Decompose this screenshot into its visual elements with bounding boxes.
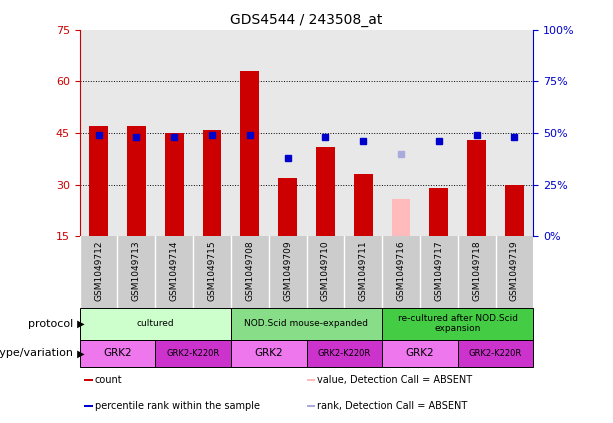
Bar xyxy=(231,308,382,340)
Text: GSM1049713: GSM1049713 xyxy=(132,240,141,301)
Bar xyxy=(278,178,297,236)
Text: GRK2-K220R: GRK2-K220R xyxy=(318,349,371,358)
Text: GSM1049717: GSM1049717 xyxy=(434,240,443,301)
Text: genotype/variation: genotype/variation xyxy=(0,349,74,358)
Text: rank, Detection Call = ABSENT: rank, Detection Call = ABSENT xyxy=(317,401,467,411)
Text: percentile rank within the sample: percentile rank within the sample xyxy=(94,401,259,411)
Text: GRK2-K220R: GRK2-K220R xyxy=(167,349,219,358)
Text: GRK2: GRK2 xyxy=(406,349,434,358)
Bar xyxy=(80,340,155,367)
Text: GSM1049708: GSM1049708 xyxy=(245,240,254,301)
Bar xyxy=(467,140,486,236)
Bar xyxy=(155,340,231,367)
Bar xyxy=(84,379,93,381)
Text: GSM1049718: GSM1049718 xyxy=(472,240,481,301)
Bar xyxy=(84,405,93,407)
Bar xyxy=(240,71,259,236)
Bar xyxy=(127,126,146,236)
Text: protocol: protocol xyxy=(28,319,74,329)
Bar xyxy=(382,340,458,367)
Bar xyxy=(392,198,411,236)
Bar xyxy=(202,129,221,236)
Text: GSM1049714: GSM1049714 xyxy=(170,240,179,300)
Title: GDS4544 / 243508_at: GDS4544 / 243508_at xyxy=(230,13,383,27)
Text: GSM1049712: GSM1049712 xyxy=(94,240,103,300)
Bar xyxy=(89,126,108,236)
Text: GSM1049715: GSM1049715 xyxy=(207,240,216,301)
Text: re-cultured after NOD.Scid
expansion: re-cultured after NOD.Scid expansion xyxy=(398,314,518,333)
Text: GSM1049711: GSM1049711 xyxy=(359,240,368,301)
Bar xyxy=(80,308,231,340)
Text: GSM1049716: GSM1049716 xyxy=(397,240,406,301)
Text: NOD.Scid mouse-expanded: NOD.Scid mouse-expanded xyxy=(245,319,368,328)
Bar xyxy=(429,188,448,236)
Bar xyxy=(316,147,335,236)
Bar xyxy=(382,308,533,340)
Bar xyxy=(505,185,524,236)
Text: GSM1049719: GSM1049719 xyxy=(510,240,519,301)
Bar xyxy=(306,405,315,407)
Bar xyxy=(458,340,533,367)
Bar xyxy=(165,133,184,236)
Text: value, Detection Call = ABSENT: value, Detection Call = ABSENT xyxy=(317,375,472,385)
Text: ▶: ▶ xyxy=(74,349,84,358)
Bar xyxy=(306,340,382,367)
Text: count: count xyxy=(94,375,122,385)
Text: GRK2: GRK2 xyxy=(254,349,283,358)
Text: cultured: cultured xyxy=(137,319,174,328)
Bar xyxy=(354,174,373,236)
Text: GRK2-K220R: GRK2-K220R xyxy=(469,349,522,358)
Text: GSM1049709: GSM1049709 xyxy=(283,240,292,301)
Text: GRK2: GRK2 xyxy=(103,349,132,358)
Text: GSM1049710: GSM1049710 xyxy=(321,240,330,301)
Bar xyxy=(306,379,315,381)
Bar xyxy=(231,340,306,367)
Text: ▶: ▶ xyxy=(74,319,84,329)
